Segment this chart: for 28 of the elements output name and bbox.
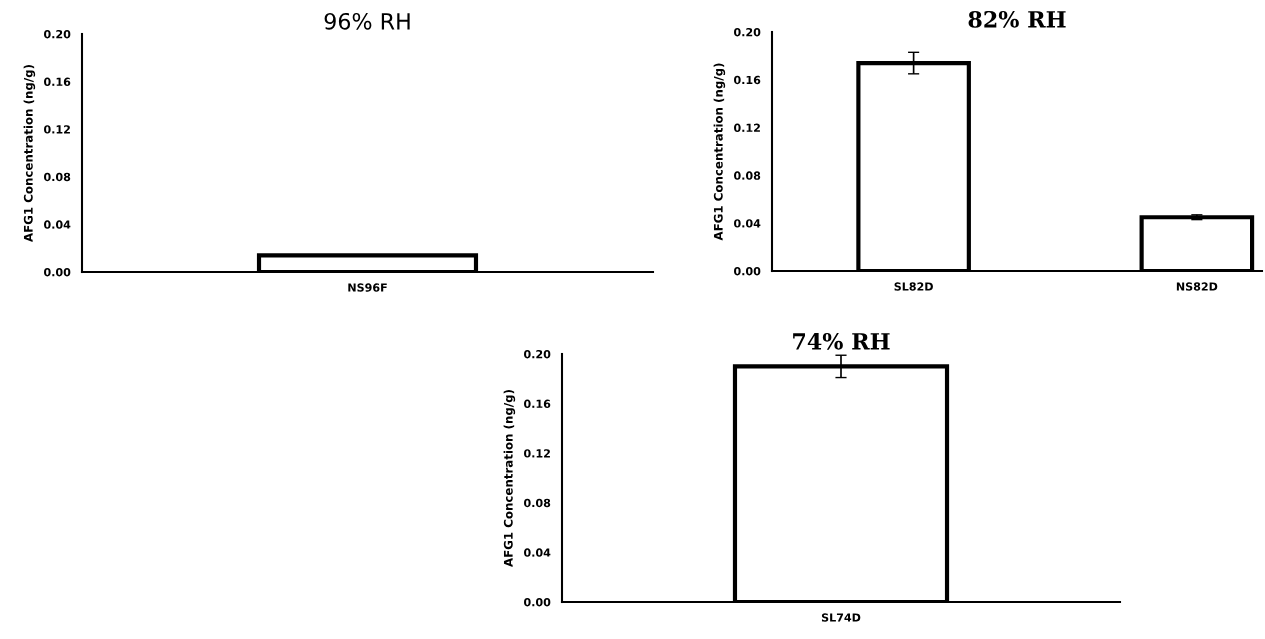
y-tick-label: 0.08 (44, 172, 71, 182)
y-axis-title: AFG1 Concentration (ng/g) (713, 63, 726, 241)
y-tick-label: 0.20 (524, 349, 551, 359)
y-tick-label: 0.16 (524, 399, 551, 408)
y-tick-label: 0.08 (734, 171, 761, 180)
x-tick-label: SL74D (821, 613, 861, 622)
y-tick-label: 0.00 (734, 266, 761, 276)
y-tick-label: 0.20 (44, 29, 71, 39)
chart-title: 82% RH (968, 10, 1066, 28)
y-tick-label: 0.00 (524, 597, 551, 607)
y-axis-title: AFG1 Concentration (ng/g) (23, 65, 36, 242)
y-tick-label: 0.04 (734, 219, 761, 228)
y-tick-label: 0.20 (734, 27, 761, 37)
y-tick-label: 0.16 (44, 77, 71, 86)
y-axis-title: AFG1 Concentration (ng/g) (503, 390, 516, 567)
x-tick-label: NS82D (1176, 282, 1218, 291)
y-tick-label: 0.04 (44, 220, 71, 229)
x-tick-label: SL82D (894, 282, 933, 291)
y-tick-label: 0.12 (44, 125, 70, 134)
y-tick-label: 0.04 (524, 548, 551, 557)
y-tick-label: 0.12 (524, 449, 550, 458)
y-tick-label: 0.16 (734, 75, 761, 85)
x-tick-label: NS96F (348, 283, 387, 292)
y-tick-label: 0.08 (524, 498, 551, 508)
y-tick-label: 0.00 (44, 267, 71, 277)
chart-title: 96% RH (324, 12, 410, 30)
y-tick-label: 0.12 (734, 123, 760, 132)
chart-title: 74% RH (793, 332, 890, 350)
